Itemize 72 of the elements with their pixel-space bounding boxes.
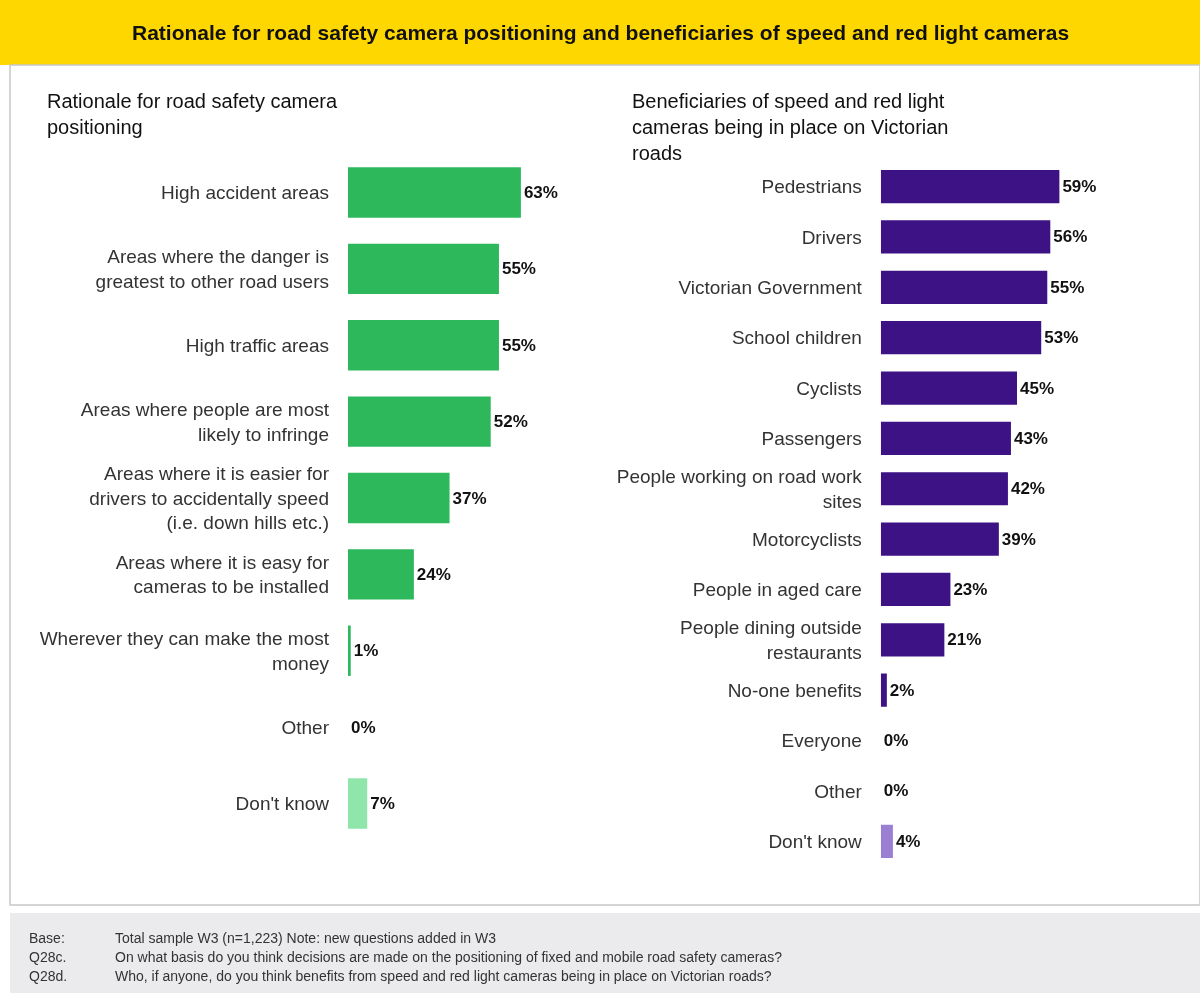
data-label: 39% [1001, 529, 1036, 549]
data-label: 4% [895, 831, 921, 851]
data-label: 53% [1044, 328, 1079, 348]
text: Base: Total sample W3 (n=1,223) Note: new questions added in W3 [29, 930, 496, 946]
y-tick-label: No-one benefits [727, 679, 862, 701]
data-label: 56% [1053, 227, 1088, 247]
bar [880, 421, 1011, 455]
chart-title: Rationale for road safety camera positioning [47, 90, 339, 138]
data-label: 45% [1020, 378, 1055, 398]
y-tick-label: Don't know [235, 793, 330, 815]
y-tick-label: Areas where people are most likely to infringe [80, 398, 330, 445]
bar [348, 778, 368, 829]
y-tick-label: High accident areas [161, 182, 329, 204]
bar [880, 169, 1060, 204]
data-label: 21% [947, 630, 982, 650]
data-label: 24% [416, 564, 451, 584]
y-tick-label: Areas where the danger is greatest to other road users [95, 246, 329, 292]
data-label: 55% [1050, 277, 1085, 297]
y-tick-label: Other [814, 780, 863, 802]
bar [880, 572, 951, 607]
bar [348, 320, 499, 371]
data-label: 55% [501, 259, 536, 279]
y-tick-label: Victorian Government [678, 276, 863, 298]
data-label: 43% [1013, 428, 1048, 448]
y-tick-label: Don't know [768, 830, 863, 852]
data-label: 37% [452, 488, 487, 508]
bar [880, 522, 999, 556]
bar [880, 472, 1008, 506]
data-label: 23% [953, 579, 988, 599]
y-tick-label: Other [281, 716, 330, 738]
y-tick-label: Motorcyclists [752, 528, 862, 550]
y-tick-label: Drivers [801, 226, 862, 248]
data-label: 59% [1062, 177, 1097, 197]
bar [880, 824, 893, 858]
text: Rationale for road safety camera positioning and beneficiaries of speed and red light cameras [132, 21, 1070, 44]
chart-title: Beneficiaries of speed and red light cameras being in place on Victorian roads [632, 90, 949, 164]
data-label: 52% [493, 412, 528, 432]
y-tick-label: People dining outside restaurants [680, 617, 862, 663]
y-tick-label: Wherever they can make the most money [39, 628, 330, 674]
bar [348, 549, 414, 600]
bar [348, 472, 450, 524]
bar [880, 371, 1018, 405]
data-label: 42% [1010, 479, 1045, 499]
data-label: 1% [353, 641, 379, 661]
data-label: 7% [370, 793, 395, 813]
y-tick-label: Pedestrians [761, 176, 862, 198]
bar [880, 270, 1048, 304]
y-tick-label: Areas where it is easy for cameras to be installed [115, 551, 330, 598]
y-tick-label: School children [731, 327, 862, 349]
data-label: 2% [889, 680, 915, 700]
y-tick-label: Everyone [781, 730, 862, 752]
data-label: 55% [501, 335, 536, 355]
y-tick-label: Areas where it is easier for drivers to accidentally speed (i.e. down hills etc.) [89, 462, 330, 534]
data-label: 0% [883, 781, 909, 801]
data-label: 63% [523, 183, 558, 203]
bar [880, 673, 887, 707]
y-tick-label: People in aged care [692, 579, 862, 601]
text: Q28d. Who, if anyone, do you think benefits from speed and red light cameras being in place on Victorian roads? [29, 968, 772, 984]
y-tick-label: Passengers [761, 428, 862, 450]
y-tick-label: High traffic areas [185, 334, 329, 356]
bar [348, 243, 499, 295]
bar [348, 625, 351, 676]
y-tick-label: Cyclists [796, 377, 862, 399]
bar [348, 167, 521, 218]
bar [880, 321, 1042, 355]
y-tick-label: People working on road work sites [616, 466, 863, 512]
text: Q28c. On what basis do you think decisions are made on the positioning of fixed and mobile road safety cameras? [29, 949, 782, 965]
data-label: 0% [351, 717, 376, 737]
bar [348, 396, 491, 447]
data-label: 0% [883, 731, 909, 751]
bar [880, 623, 945, 657]
bar [880, 220, 1051, 254]
